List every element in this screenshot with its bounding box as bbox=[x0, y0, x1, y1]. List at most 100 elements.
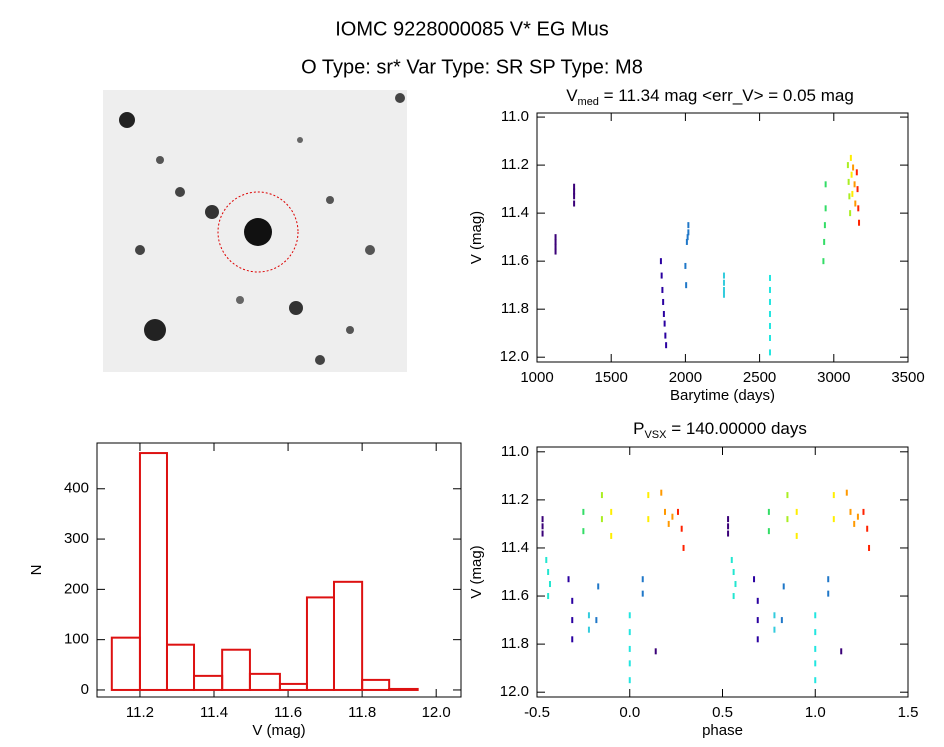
data-point bbox=[756, 617, 759, 624]
data-point bbox=[664, 332, 667, 339]
data-point bbox=[822, 258, 825, 265]
data-point bbox=[573, 183, 576, 190]
data-point bbox=[647, 492, 650, 499]
data-point bbox=[600, 492, 603, 499]
data-point bbox=[856, 513, 859, 520]
data-point bbox=[567, 576, 570, 583]
data-point bbox=[587, 612, 590, 619]
data-point bbox=[851, 190, 854, 197]
data-point bbox=[662, 310, 665, 317]
x-tick-label: 11.8 bbox=[348, 704, 376, 721]
data-point bbox=[685, 238, 688, 245]
data-point bbox=[671, 513, 674, 520]
x-tick-label: 12.0 bbox=[422, 704, 451, 721]
data-point bbox=[573, 188, 576, 195]
data-point bbox=[663, 320, 666, 327]
data-point bbox=[685, 282, 688, 289]
data-point bbox=[541, 530, 544, 537]
y-tick-label: 0 bbox=[81, 681, 89, 698]
data-point bbox=[571, 597, 574, 604]
y-tick-label: 100 bbox=[64, 631, 89, 648]
figure-title: IOMC 9228000085 V* EG Mus bbox=[335, 18, 608, 40]
y-tick-label: 11.6 bbox=[501, 252, 529, 269]
data-point bbox=[628, 629, 631, 636]
data-point bbox=[554, 248, 557, 255]
histogram-bar bbox=[278, 682, 308, 691]
data-point bbox=[823, 238, 826, 245]
data-point bbox=[768, 349, 771, 356]
x-axis-label: phase bbox=[702, 722, 743, 739]
data-point bbox=[676, 508, 679, 515]
data-point bbox=[832, 516, 835, 523]
data-point bbox=[582, 508, 585, 515]
plot-frame bbox=[536, 112, 909, 363]
y-tick-label: 11.0 bbox=[501, 108, 529, 125]
data-point bbox=[571, 617, 574, 624]
y-tick-label: 11.4 bbox=[501, 539, 529, 556]
data-point bbox=[866, 525, 869, 532]
data-point bbox=[786, 492, 789, 499]
data-point bbox=[662, 298, 665, 305]
y-tick-label: 11.2 bbox=[501, 156, 529, 173]
data-point bbox=[684, 262, 687, 269]
x-tick-label: 0.0 bbox=[619, 704, 640, 721]
data-point bbox=[545, 556, 548, 563]
data-point bbox=[858, 219, 861, 226]
histogram-bar bbox=[388, 687, 419, 691]
data-point bbox=[849, 154, 852, 161]
histogram-bar bbox=[193, 674, 224, 691]
histogram-bar bbox=[110, 636, 141, 691]
data-point bbox=[767, 528, 770, 535]
data-point bbox=[768, 310, 771, 317]
x-tick-label: 11.4 bbox=[200, 704, 228, 721]
x-tick-label: 1.0 bbox=[805, 704, 826, 721]
data-point bbox=[768, 322, 771, 329]
y-tick-label: 300 bbox=[64, 530, 89, 547]
data-point bbox=[768, 334, 771, 341]
data-point bbox=[849, 210, 852, 217]
figure-subtitle: O Type: sr* Var Type: SR SP Type: M8 bbox=[301, 56, 643, 78]
data-point bbox=[661, 286, 664, 293]
data-point bbox=[610, 508, 613, 515]
data-point bbox=[862, 508, 865, 515]
data-point bbox=[853, 181, 856, 188]
x-tick-label: 11.2 bbox=[126, 704, 154, 721]
data-point bbox=[756, 636, 759, 643]
y-tick-label: 11.0 bbox=[501, 443, 529, 460]
data-point bbox=[687, 229, 690, 236]
data-point bbox=[855, 169, 858, 176]
data-point bbox=[600, 516, 603, 523]
histogram-bar bbox=[332, 580, 364, 691]
data-point bbox=[548, 581, 551, 588]
x-tick-label: 11.6 bbox=[274, 704, 302, 721]
data-point bbox=[824, 181, 827, 188]
data-point bbox=[660, 489, 663, 496]
data-point bbox=[667, 520, 670, 527]
y-tick-label: 11.8 bbox=[501, 300, 529, 317]
data-point bbox=[547, 593, 550, 600]
y-axis-label: N bbox=[28, 565, 45, 576]
panel-title: Vmed = 11.34 mag <err_V> = 0.05 mag bbox=[566, 86, 854, 107]
data-point bbox=[641, 576, 644, 583]
data-point bbox=[847, 178, 850, 185]
data-point bbox=[541, 516, 544, 523]
y-tick-label: 12.0 bbox=[500, 348, 529, 365]
data-point bbox=[660, 272, 663, 279]
x-tick-label: 2000 bbox=[669, 369, 702, 386]
data-point bbox=[573, 193, 576, 200]
data-point bbox=[628, 645, 631, 652]
y-tick-label: 400 bbox=[64, 480, 89, 497]
data-point bbox=[814, 612, 817, 619]
data-point bbox=[732, 593, 735, 600]
data-point bbox=[547, 569, 550, 575]
data-point bbox=[595, 617, 598, 624]
data-point bbox=[722, 272, 725, 279]
data-point bbox=[554, 234, 557, 241]
sky-image bbox=[103, 90, 407, 372]
data-point bbox=[628, 677, 631, 684]
x-tick-label: 1500 bbox=[595, 369, 628, 386]
data-point bbox=[732, 569, 735, 575]
data-point bbox=[663, 508, 666, 515]
data-point bbox=[767, 508, 770, 515]
